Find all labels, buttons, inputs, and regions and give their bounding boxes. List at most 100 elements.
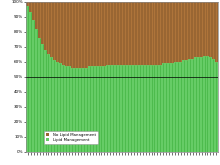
Bar (129, 65, 132, 152)
Bar (47, 2, 50, 54)
Bar (209, 2, 212, 57)
Bar (124, 65, 126, 152)
Bar (147, 2, 150, 65)
Bar (38, 2, 41, 38)
Bar (147, 65, 150, 152)
Bar (112, 2, 115, 65)
Bar (150, 65, 153, 152)
Bar (165, 2, 168, 63)
Bar (62, 2, 65, 65)
Bar (153, 2, 156, 65)
Bar (162, 2, 165, 63)
Bar (91, 66, 94, 152)
Bar (188, 59, 191, 152)
Bar (215, 62, 218, 152)
Bar (56, 2, 59, 62)
Bar (121, 2, 124, 65)
Bar (85, 2, 88, 68)
Bar (68, 66, 71, 152)
Bar (180, 2, 182, 62)
Bar (209, 57, 212, 152)
Bar (88, 2, 91, 66)
Bar (182, 60, 185, 152)
Bar (100, 66, 103, 152)
Bar (132, 2, 135, 65)
Bar (53, 60, 56, 152)
Bar (112, 65, 115, 152)
Bar (121, 65, 124, 152)
Bar (29, 2, 32, 12)
Bar (194, 57, 197, 152)
Bar (35, 29, 38, 152)
Bar (59, 2, 62, 63)
Bar (73, 68, 77, 152)
Bar (50, 57, 53, 152)
Bar (82, 68, 85, 152)
Bar (177, 62, 180, 152)
Bar (197, 2, 200, 57)
Bar (41, 44, 44, 152)
Bar (159, 65, 162, 152)
Bar (109, 2, 112, 65)
Bar (53, 2, 56, 60)
Bar (56, 62, 59, 152)
Bar (215, 2, 218, 62)
Bar (106, 2, 109, 65)
Bar (29, 12, 32, 152)
Bar (180, 62, 182, 152)
Bar (200, 2, 203, 57)
Bar (168, 2, 171, 63)
Bar (71, 68, 73, 152)
Bar (126, 65, 129, 152)
Bar (97, 66, 100, 152)
Bar (206, 2, 209, 56)
Bar (203, 56, 206, 152)
Bar (129, 2, 132, 65)
Bar (65, 66, 68, 152)
Bar (135, 65, 138, 152)
Bar (44, 50, 47, 152)
Bar (212, 59, 215, 152)
Bar (203, 2, 206, 56)
Bar (132, 65, 135, 152)
Bar (191, 59, 194, 152)
Legend: No Lipid Management, Lipid Management: No Lipid Management, Lipid Management (44, 131, 97, 144)
Bar (141, 2, 144, 65)
Bar (32, 20, 35, 152)
Bar (185, 2, 188, 60)
Bar (100, 2, 103, 66)
Bar (165, 63, 168, 152)
Bar (41, 2, 44, 44)
Bar (103, 66, 106, 152)
Bar (82, 2, 85, 68)
Bar (159, 2, 162, 65)
Bar (182, 2, 185, 60)
Bar (32, 2, 35, 20)
Bar (150, 2, 153, 65)
Bar (44, 2, 47, 50)
Bar (138, 2, 141, 65)
Bar (206, 56, 209, 152)
Bar (144, 2, 147, 65)
Bar (62, 65, 65, 152)
Bar (35, 2, 38, 29)
Bar (200, 57, 203, 152)
Bar (156, 2, 159, 65)
Bar (85, 68, 88, 152)
Bar (188, 2, 191, 59)
Bar (168, 63, 171, 152)
Bar (162, 63, 165, 152)
Bar (153, 65, 156, 152)
Bar (26, 6, 29, 152)
Bar (171, 2, 174, 63)
Bar (138, 65, 141, 152)
Bar (94, 2, 97, 66)
Bar (106, 65, 109, 152)
Bar (191, 2, 194, 59)
Bar (65, 2, 68, 66)
Bar (47, 54, 50, 152)
Bar (109, 65, 112, 152)
Bar (194, 2, 197, 57)
Bar (50, 2, 53, 57)
Bar (71, 2, 73, 68)
